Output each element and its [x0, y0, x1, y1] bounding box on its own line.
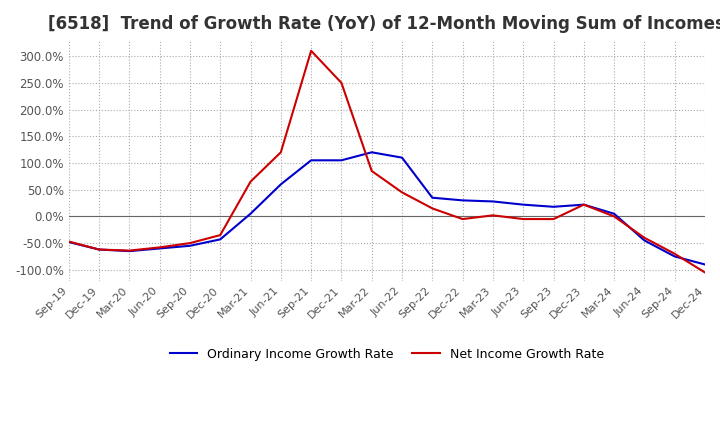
Net Income Growth Rate — [580, 202, 588, 207]
Net Income Growth Rate — [701, 270, 709, 275]
Net Income Growth Rate — [186, 241, 194, 246]
Net Income Growth Rate — [670, 251, 679, 257]
Net Income Growth Rate — [64, 239, 73, 244]
Net Income Growth Rate — [459, 216, 467, 222]
Net Income Growth Rate — [549, 216, 558, 222]
Ordinary Income Growth Rate — [610, 211, 618, 216]
Ordinary Income Growth Rate — [549, 204, 558, 209]
Ordinary Income Growth Rate — [640, 238, 649, 243]
Net Income Growth Rate — [610, 214, 618, 219]
Net Income Growth Rate — [125, 248, 134, 253]
Ordinary Income Growth Rate — [397, 155, 406, 160]
Net Income Growth Rate — [337, 80, 346, 85]
Title: [6518]  Trend of Growth Rate (YoY) of 12-Month Moving Sum of Incomes: [6518] Trend of Growth Rate (YoY) of 12-… — [48, 15, 720, 33]
Legend: Ordinary Income Growth Rate, Net Income Growth Rate: Ordinary Income Growth Rate, Net Income … — [165, 343, 609, 366]
Ordinary Income Growth Rate — [246, 211, 255, 216]
Net Income Growth Rate — [95, 247, 104, 252]
Ordinary Income Growth Rate — [337, 158, 346, 163]
Ordinary Income Growth Rate — [95, 247, 104, 252]
Net Income Growth Rate — [307, 48, 315, 53]
Ordinary Income Growth Rate — [307, 158, 315, 163]
Ordinary Income Growth Rate — [216, 237, 225, 242]
Ordinary Income Growth Rate — [519, 202, 528, 207]
Ordinary Income Growth Rate — [489, 199, 498, 204]
Ordinary Income Growth Rate — [701, 262, 709, 267]
Net Income Growth Rate — [367, 169, 376, 174]
Ordinary Income Growth Rate — [156, 246, 164, 251]
Ordinary Income Growth Rate — [125, 249, 134, 254]
Net Income Growth Rate — [216, 232, 225, 238]
Net Income Growth Rate — [489, 213, 498, 218]
Ordinary Income Growth Rate — [428, 195, 436, 200]
Ordinary Income Growth Rate — [186, 243, 194, 249]
Ordinary Income Growth Rate — [276, 182, 285, 187]
Ordinary Income Growth Rate — [670, 254, 679, 259]
Ordinary Income Growth Rate — [580, 202, 588, 207]
Net Income Growth Rate — [246, 179, 255, 184]
Ordinary Income Growth Rate — [459, 198, 467, 203]
Line: Ordinary Income Growth Rate: Ordinary Income Growth Rate — [68, 152, 705, 264]
Net Income Growth Rate — [428, 206, 436, 211]
Net Income Growth Rate — [276, 150, 285, 155]
Ordinary Income Growth Rate — [64, 239, 73, 245]
Line: Net Income Growth Rate: Net Income Growth Rate — [68, 51, 705, 272]
Net Income Growth Rate — [519, 216, 528, 222]
Net Income Growth Rate — [156, 245, 164, 250]
Net Income Growth Rate — [397, 190, 406, 195]
Net Income Growth Rate — [640, 235, 649, 240]
Ordinary Income Growth Rate — [367, 150, 376, 155]
